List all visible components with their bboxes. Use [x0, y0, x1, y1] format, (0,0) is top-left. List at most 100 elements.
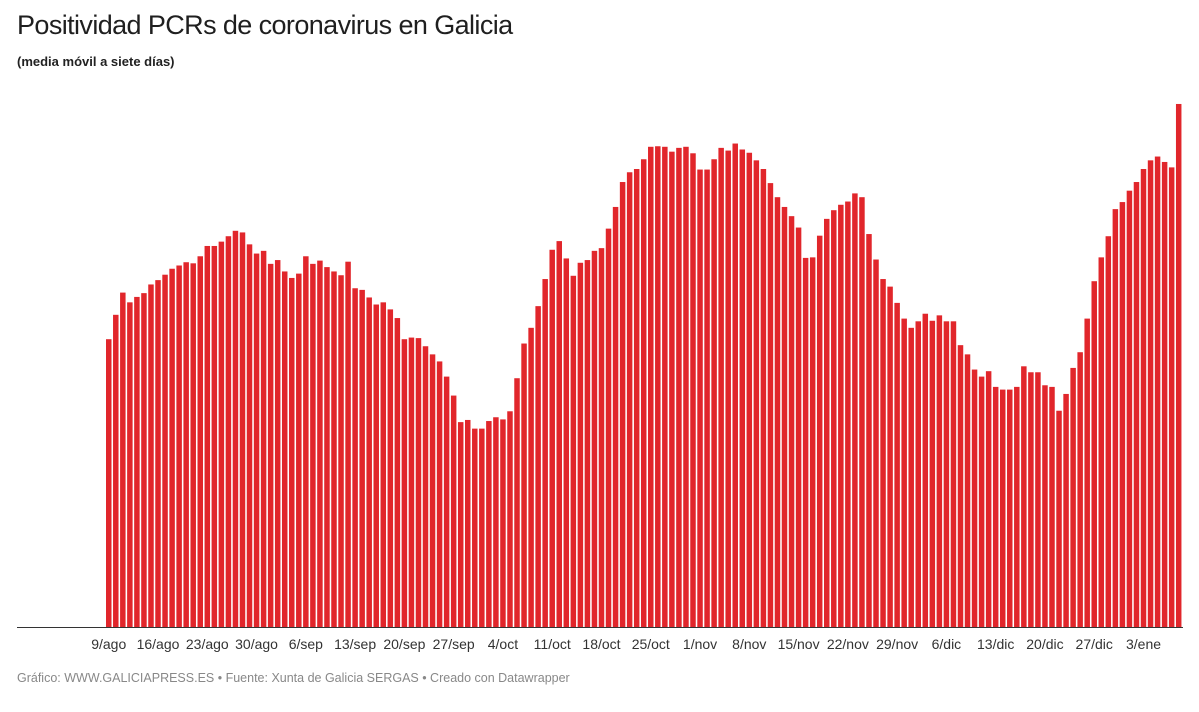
bar — [197, 256, 203, 627]
bar-series — [106, 103, 1182, 628]
bar — [556, 241, 562, 627]
bar — [633, 169, 640, 627]
bar — [331, 271, 337, 627]
bar — [802, 257, 809, 627]
bar — [767, 183, 774, 627]
x-tick-label: 13/dic — [977, 636, 1014, 652]
bar — [648, 146, 654, 628]
bar — [1042, 385, 1048, 627]
bar — [507, 411, 513, 627]
bar — [1133, 182, 1140, 627]
bar — [408, 337, 415, 627]
x-tick-label: 3/ene — [1126, 636, 1161, 652]
bar — [852, 193, 858, 627]
bar — [950, 321, 957, 627]
bar — [999, 389, 1006, 627]
bar — [260, 250, 267, 627]
x-tick-label: 15/nov — [778, 636, 820, 652]
bar — [1154, 156, 1161, 628]
bar — [338, 275, 344, 627]
bar — [274, 260, 281, 627]
bar — [591, 250, 598, 627]
bar — [387, 309, 394, 627]
bar — [239, 232, 246, 628]
bar — [373, 304, 379, 627]
x-tick-label: 27/sep — [433, 636, 475, 652]
bar — [697, 169, 703, 628]
bar — [711, 159, 717, 627]
bar — [1091, 281, 1097, 627]
bar — [1021, 366, 1027, 627]
bar — [845, 201, 851, 627]
bar — [1063, 393, 1069, 627]
bar — [246, 244, 253, 627]
bar — [732, 143, 738, 628]
bar — [725, 150, 731, 627]
bar — [936, 315, 943, 627]
bar — [1098, 257, 1105, 627]
bar — [394, 318, 401, 627]
bar — [211, 245, 218, 627]
bar — [584, 260, 591, 627]
bar — [655, 146, 661, 627]
bar — [141, 293, 147, 627]
bar — [1084, 318, 1090, 627]
bar — [183, 262, 189, 627]
bar — [155, 280, 161, 627]
bar — [873, 259, 879, 627]
bar — [640, 159, 647, 627]
bar — [753, 160, 760, 627]
x-tick-label: 25/oct — [632, 636, 670, 652]
bar — [901, 318, 907, 627]
bar — [718, 147, 724, 627]
x-tick-label: 23/ago — [186, 636, 229, 652]
bar — [169, 268, 175, 627]
bar — [415, 338, 422, 627]
x-tick-label: 9/ago — [91, 636, 126, 652]
bar — [345, 261, 351, 627]
bar — [1140, 169, 1147, 627]
bar — [943, 321, 950, 627]
bar — [106, 339, 112, 627]
bar — [549, 249, 555, 627]
x-tick-label: 30/ago — [235, 636, 278, 652]
bar — [1161, 161, 1168, 627]
bar — [190, 263, 196, 627]
bar — [704, 169, 710, 628]
x-tick-label: 4/oct — [488, 636, 518, 652]
bar — [1126, 190, 1133, 627]
bar — [457, 422, 464, 627]
bar — [218, 241, 225, 627]
bar — [887, 286, 893, 627]
bar — [1168, 167, 1175, 627]
bar — [739, 149, 746, 627]
bar — [1147, 160, 1154, 627]
bar — [134, 296, 140, 627]
bar — [1070, 367, 1076, 627]
bar — [816, 235, 823, 627]
bar — [500, 419, 506, 627]
bar — [162, 274, 168, 627]
bar — [1119, 202, 1126, 627]
bar — [781, 206, 788, 627]
x-tick-label: 29/nov — [876, 636, 918, 652]
x-tick-label: 16/ago — [137, 636, 180, 652]
bar — [450, 395, 457, 627]
bar — [774, 197, 781, 627]
bar — [422, 346, 429, 627]
bar — [352, 288, 358, 627]
bar — [542, 279, 548, 627]
x-tick-label: 20/sep — [383, 636, 425, 652]
bar — [626, 172, 633, 627]
bar — [1105, 236, 1112, 627]
bar — [605, 228, 612, 627]
bar — [992, 386, 999, 627]
bar — [401, 339, 408, 627]
x-tick-label: 6/dic — [932, 636, 962, 652]
bar — [303, 256, 309, 627]
bar — [577, 262, 584, 627]
bar — [281, 271, 288, 627]
bar — [563, 258, 570, 627]
x-tick-label: 13/sep — [334, 636, 376, 652]
